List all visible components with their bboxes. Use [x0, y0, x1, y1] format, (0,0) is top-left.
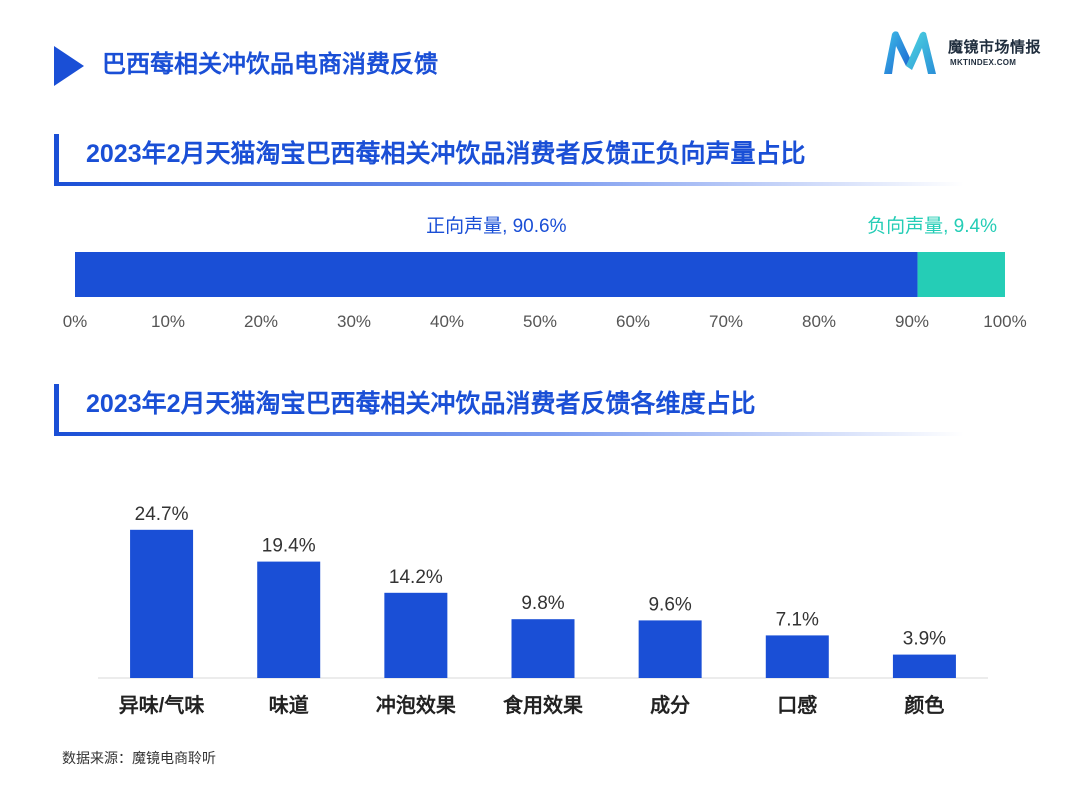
x-axis-category-label: 颜色: [904, 693, 944, 717]
brand-url: MKTINDEX.COM: [950, 58, 1017, 67]
x-axis-tick-label: 20%: [244, 312, 278, 331]
x-axis-tick-label: 50%: [523, 312, 557, 331]
x-axis-tick-label: 40%: [430, 312, 464, 331]
bar-value-label: 7.1%: [776, 609, 819, 630]
bar: [384, 592, 448, 678]
bar: [638, 620, 702, 678]
title-arrow-icon: [54, 46, 84, 86]
sentiment-section-title: 2023年2月天猫淘宝巴西莓相关冲饮品消费者反馈正负向声量占比: [86, 140, 806, 168]
section-underline: [54, 432, 964, 436]
sentiment-series-label: 负向声量, 9.4%: [867, 215, 997, 237]
dimension-bar-chart: 24.7% 异味/气味 19.4% 味道 14.2% 冲泡效果 9.8% 食用效果 9.6% 成分…: [98, 504, 988, 717]
x-axis-tick-label: 60%: [616, 312, 650, 331]
x-axis-tick-label: 10%: [151, 312, 185, 331]
x-axis-tick-label: 100%: [983, 312, 1026, 331]
bar: [511, 619, 575, 678]
x-axis-category-label: 异味/气味: [119, 693, 205, 717]
x-axis-tick-label: 0%: [63, 312, 88, 331]
x-axis-category-label: 食用效果: [503, 693, 583, 717]
x-axis-category-label: 冲泡效果: [376, 693, 456, 717]
dimension-section-header: 2023年2月天猫淘宝巴西莓相关冲饮品消费者反馈各维度占比: [54, 384, 964, 436]
x-axis-category-label: 味道: [269, 693, 309, 717]
x-axis-category-label: 口感: [777, 693, 817, 717]
brand-logo-block: 魔镜市场情报 MKTINDEX.COM: [880, 28, 1060, 80]
page-title: 巴西莓相关冲饮品电商消费反馈: [102, 51, 438, 78]
bar-value-label: 24.7%: [135, 504, 189, 525]
bar-value-label: 3.9%: [903, 629, 946, 650]
brand-m-logo-icon: [884, 31, 936, 74]
bar: [130, 529, 194, 678]
bar-value-label: 9.6%: [648, 594, 691, 615]
bar: [892, 654, 956, 678]
section-accent-bar: [54, 384, 59, 436]
bar: [765, 635, 829, 678]
x-axis-tick-label: 30%: [337, 312, 371, 331]
sentiment-section-header: 2023年2月天猫淘宝巴西莓相关冲饮品消费者反馈正负向声量占比: [54, 134, 964, 186]
x-axis-category-label: 成分: [650, 693, 690, 717]
bar-value-label: 19.4%: [262, 536, 316, 557]
data-source-note: 数据来源：魔镜电商聆听: [62, 750, 216, 766]
x-axis-tick-label: 90%: [895, 312, 929, 331]
x-axis-tick-label: 80%: [802, 312, 836, 331]
section-accent-bar: [54, 134, 59, 186]
x-axis-tick-label: 70%: [709, 312, 743, 331]
sentiment-stacked-bar-chart: 正向声量, 90.6% 负向声量, 9.4% 0% 10% 20% 30% 40% 50% 60…: [63, 215, 1027, 331]
sentiment-bar-segment: [75, 252, 918, 297]
brand-name: 魔镜市场情报: [948, 39, 1042, 56]
dimension-section-title: 2023年2月天猫淘宝巴西莓相关冲饮品消费者反馈各维度占比: [86, 390, 756, 418]
bar-value-label: 14.2%: [389, 567, 443, 588]
bar-value-label: 9.8%: [521, 593, 564, 614]
bar: [257, 561, 321, 678]
sentiment-bar-segment: [917, 252, 1005, 297]
section-underline: [54, 182, 964, 186]
sentiment-series-label: 正向声量, 90.6%: [426, 215, 567, 237]
